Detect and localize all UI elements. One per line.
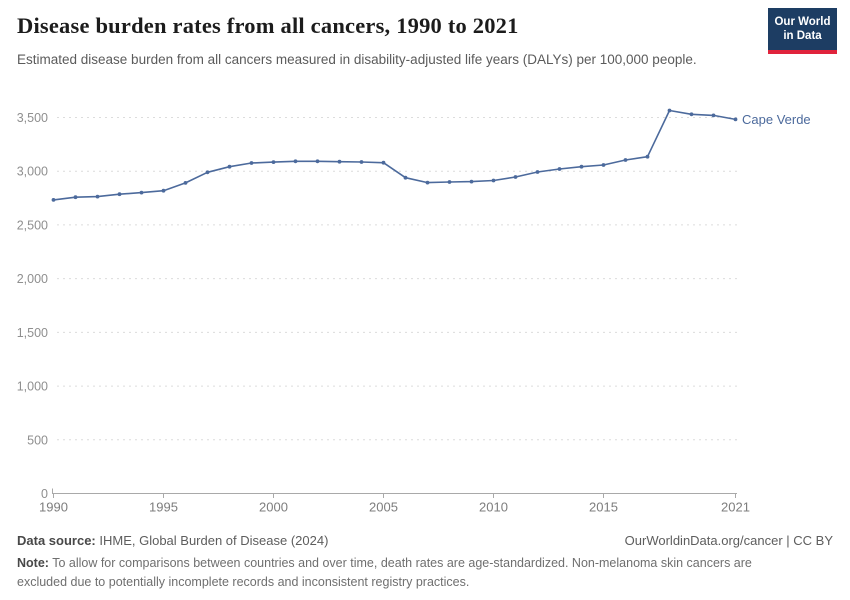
data-point[interactable] xyxy=(557,167,562,171)
data-point[interactable] xyxy=(205,170,210,175)
data-point[interactable] xyxy=(359,160,364,164)
line-chart-canvas[interactable]: 0 500 1,000 1,500 2,000 2,500 3,000 3,500 1990 19… xyxy=(0,0,850,530)
data-point[interactable] xyxy=(645,154,650,159)
data-source: Data source: IHME, Global Burden of Dise… xyxy=(17,533,328,548)
owid-logo-line2: in Data xyxy=(783,30,822,43)
entity-label[interactable]: Cape Verde xyxy=(742,112,811,127)
data-point[interactable] xyxy=(535,170,540,174)
series-line[interactable] xyxy=(53,109,736,201)
y-tick-label: 1,000 xyxy=(17,380,48,394)
data-source-label: Data source: xyxy=(17,533,96,548)
x-tick-label: 2000 xyxy=(259,500,288,515)
owid-logo-line1: Our World xyxy=(774,16,831,28)
data-source-value: IHME, Global Burden of Disease (2024) xyxy=(95,533,329,548)
data-point[interactable] xyxy=(689,112,694,117)
y-tick-label: 0 xyxy=(41,487,48,501)
data-point[interactable] xyxy=(117,192,122,197)
y-tick-label: 2,000 xyxy=(17,272,48,286)
page-title: Disease burden rates from all cancers, 1… xyxy=(17,13,519,38)
x-tick-label: 2021 xyxy=(721,500,750,515)
data-point[interactable] xyxy=(51,198,56,202)
data-point[interactable] xyxy=(667,108,672,113)
owid-logo[interactable]: Our World in Data xyxy=(768,8,837,54)
x-tick-label: 1990 xyxy=(39,500,68,515)
data-point[interactable] xyxy=(293,159,298,164)
data-point[interactable] xyxy=(183,181,188,185)
x-tick-label: 2015 xyxy=(589,500,618,515)
y-tick-label: 500 xyxy=(27,433,48,447)
data-point[interactable] xyxy=(623,158,628,162)
data-point[interactable] xyxy=(139,190,144,195)
data-point[interactable] xyxy=(579,164,584,169)
chart-footer: Data source: IHME, Global Burden of Dise… xyxy=(17,533,833,592)
x-tick-label: 2010 xyxy=(479,500,508,515)
data-point[interactable] xyxy=(337,159,342,164)
data-point[interactable] xyxy=(491,178,496,183)
data-point[interactable] xyxy=(733,117,738,122)
data-point[interactable] xyxy=(601,163,606,167)
data-point[interactable] xyxy=(249,161,254,165)
x-tick-label: 2005 xyxy=(369,500,398,515)
data-point[interactable] xyxy=(73,195,78,200)
data-point[interactable] xyxy=(315,159,320,164)
chart-subtitle: Estimated disease burden from all cancer… xyxy=(17,52,697,67)
data-point[interactable] xyxy=(161,188,166,193)
note-label: Note: xyxy=(17,556,49,570)
owid-cc-link[interactable]: OurWorldinData.org/cancer | CC BY xyxy=(624,533,833,548)
data-point[interactable] xyxy=(447,180,452,184)
data-point[interactable] xyxy=(381,160,386,165)
data-point[interactable] xyxy=(403,175,408,180)
y-tick-label: 3,000 xyxy=(17,165,48,179)
x-tick-label: 1995 xyxy=(149,500,178,515)
data-point[interactable] xyxy=(271,160,276,165)
data-point[interactable] xyxy=(469,179,474,184)
chart-note: Note: To allow for comparisons between c… xyxy=(17,554,789,592)
data-point[interactable] xyxy=(95,194,100,199)
data-point[interactable] xyxy=(711,113,716,118)
data-point[interactable] xyxy=(513,175,518,179)
data-point[interactable] xyxy=(425,180,430,185)
y-tick-label: 2,500 xyxy=(17,218,48,232)
note-value: To allow for comparisons between countri… xyxy=(17,556,752,589)
y-tick-label: 3,500 xyxy=(17,111,48,125)
y-tick-label: 1,500 xyxy=(17,326,48,340)
data-point[interactable] xyxy=(227,164,232,169)
